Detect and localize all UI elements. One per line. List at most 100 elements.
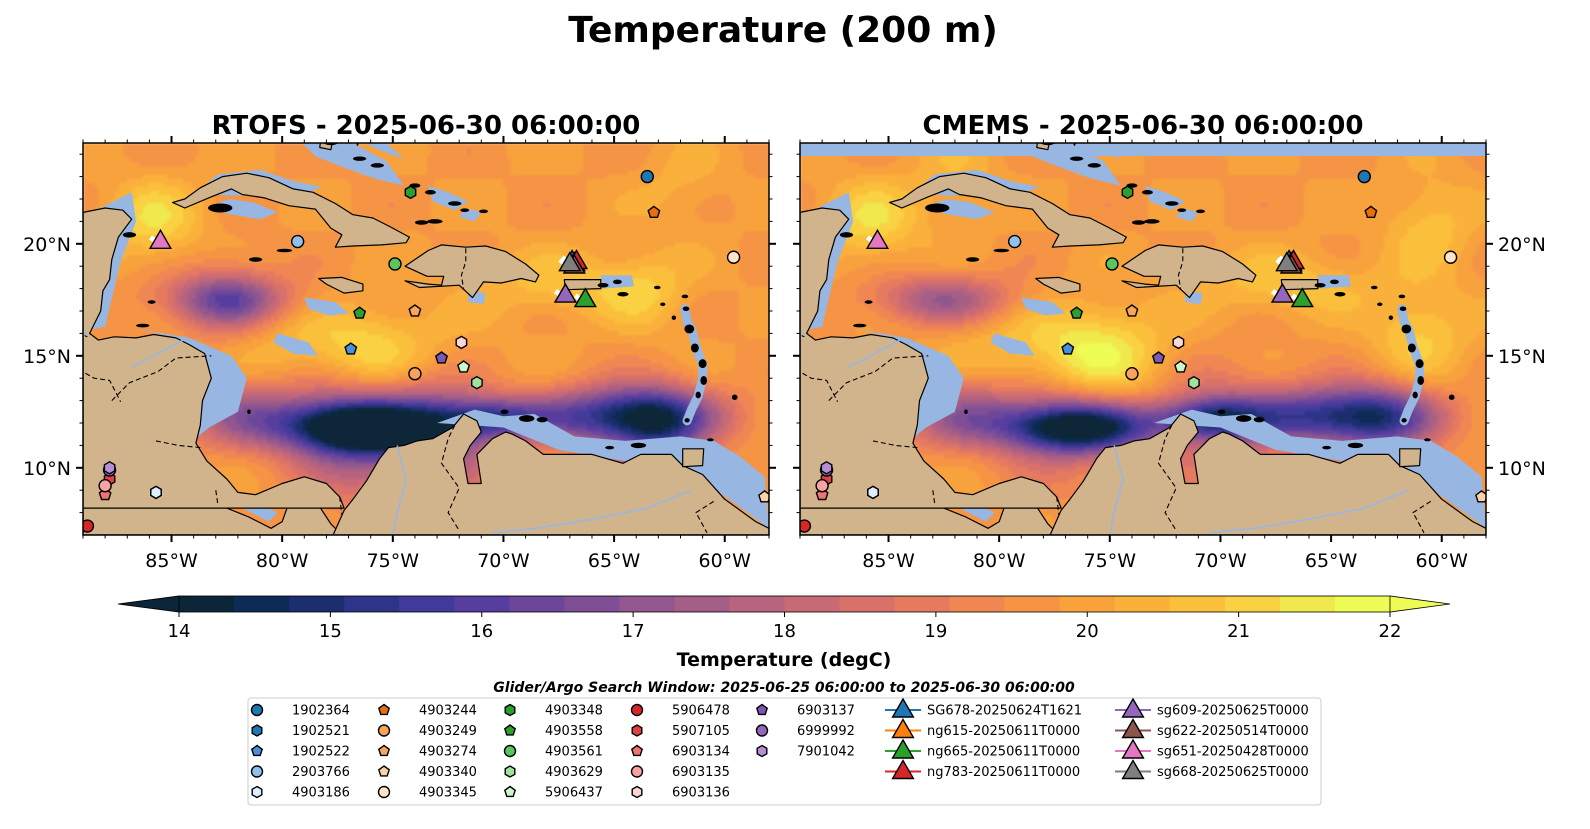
island <box>1314 283 1326 288</box>
argo-float-6903135 <box>815 479 829 493</box>
land-hispaniola <box>404 244 540 299</box>
panel-title-rtofs: RTOFS - 2025-06-30 06:00:00 <box>212 111 641 141</box>
island <box>853 323 867 328</box>
xtick-label: 60°W <box>1416 550 1469 572</box>
colorbar-tick-label: 14 <box>168 621 191 642</box>
argo-float-5906437 <box>1174 360 1188 373</box>
xtick-label: 80°W <box>973 550 1026 572</box>
xtick-label: 65°W <box>588 550 641 572</box>
colorbar-segment <box>784 596 841 612</box>
legend-label-SG678-20250624T1621: SG678-20250624T1621 <box>927 704 1082 719</box>
argo-float-4903629 <box>1187 375 1200 390</box>
island <box>1329 279 1339 285</box>
legend-marker-1902364 <box>250 703 264 717</box>
island <box>1401 324 1412 334</box>
legend-label-6903136: 6903136 <box>672 786 730 801</box>
map-panel-cmems: 85°W 80°W 75°W 70°W 65°W 60°W 10°N 15°N 20°N <box>793 136 1546 572</box>
island <box>122 232 137 238</box>
country-border <box>1412 500 1431 534</box>
country-border <box>83 371 122 402</box>
legend-label-5907105: 5907105 <box>672 724 730 739</box>
xtick-label: 75°W <box>367 550 420 572</box>
island <box>147 300 156 304</box>
colorbar-segment <box>179 596 235 612</box>
island <box>1334 291 1346 297</box>
island <box>414 220 429 225</box>
legend-label-2903766: 2903766 <box>292 765 350 780</box>
legend-marker-6903136 <box>631 785 643 799</box>
argo-float-4903274 <box>1125 304 1139 317</box>
island <box>925 203 950 213</box>
legend-label-4903561: 4903561 <box>545 745 603 760</box>
glider-ng665-20250611T0000 <box>1290 287 1314 308</box>
island <box>684 324 695 334</box>
colorbar-segment <box>1334 596 1391 612</box>
island <box>136 323 150 328</box>
island <box>1398 294 1406 299</box>
legend-marker-1902521 <box>251 724 263 737</box>
argo-float-7901042 <box>820 460 833 475</box>
island <box>1069 156 1084 161</box>
country-border <box>1056 496 1060 515</box>
argo-float-4903348 <box>404 185 417 200</box>
argo-float-6903136 <box>455 335 468 350</box>
colorbar-segment <box>289 596 345 612</box>
ytick-label: 10°N <box>23 458 71 480</box>
shelf-bahamas1 <box>302 143 404 186</box>
legend-label-ng665-20250611T0000: ng665-20250611T0000 <box>927 745 1080 760</box>
island <box>1448 394 1455 400</box>
island <box>653 285 661 290</box>
legend-frame <box>247 697 1322 806</box>
legend-label-sg668-20250625T0000: sg668-20250625T0000 <box>1157 765 1309 780</box>
island <box>731 394 738 400</box>
legend-marker-4903348 <box>504 703 516 717</box>
island <box>208 203 233 213</box>
legend-label-4903558: 4903558 <box>545 724 603 739</box>
legend-marker-SG678-20250624T1621 <box>891 697 915 718</box>
legend-label-ng783-20250611T0000: ng783-20250611T0000 <box>927 765 1080 780</box>
xtick-label: 85°W <box>862 550 915 572</box>
island <box>536 416 548 423</box>
xtick-label: 65°W <box>1305 550 1358 572</box>
legend-label-6903134: 6903134 <box>672 745 730 760</box>
legend-label-4903348: 4903348 <box>545 704 603 719</box>
glider-sg651-20250428T0000 <box>865 228 890 250</box>
legend-label-6903137: 6903137 <box>797 704 855 719</box>
country-border <box>828 355 929 401</box>
shelf-ven_sh <box>1154 409 1486 529</box>
island <box>839 232 854 238</box>
river <box>492 489 692 534</box>
island <box>1165 201 1179 206</box>
colorbar-segment <box>729 596 785 612</box>
land-trinidad <box>682 448 705 468</box>
legend-marker-sg609-20250625T0000 <box>1121 697 1145 718</box>
legend-label-6903135: 6903135 <box>672 765 730 780</box>
island <box>1401 418 1407 423</box>
map-frame <box>799 142 1487 536</box>
land-pr <box>563 279 602 291</box>
colorbar-segment <box>509 596 565 612</box>
island <box>1217 409 1226 415</box>
island <box>695 391 701 399</box>
island <box>698 359 707 369</box>
island <box>690 343 699 353</box>
island <box>682 306 690 312</box>
legend-marker-4903244 <box>377 703 391 716</box>
island <box>1424 438 1431 442</box>
country-border <box>800 371 839 402</box>
glider-sg609-20250625T0000 <box>1270 282 1295 303</box>
figure-title: Temperature (200 m) <box>568 10 998 51</box>
island <box>1177 208 1187 212</box>
island <box>248 257 263 262</box>
country-border <box>695 500 714 534</box>
island <box>370 163 384 168</box>
legend-marker-ng615-20250611T0000 <box>891 718 915 739</box>
legend-marker-2903766 <box>250 765 264 778</box>
legend-label-1902364: 1902364 <box>292 704 350 719</box>
argo-float-5906437 <box>457 360 471 373</box>
island <box>700 375 708 385</box>
island <box>617 291 629 297</box>
legend-marker-ng783-20250611T0000 <box>891 759 915 780</box>
land-hispaniola <box>1121 244 1257 299</box>
colorbar-segment <box>1004 596 1061 612</box>
